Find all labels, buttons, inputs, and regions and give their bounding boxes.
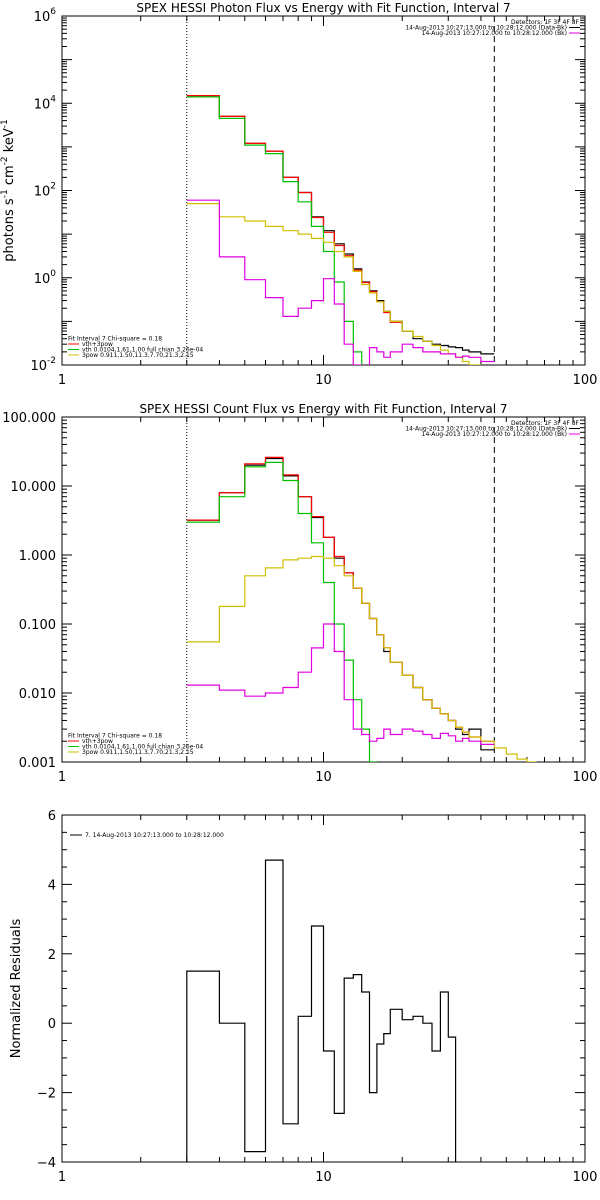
series-line-4 [186, 555, 537, 762]
y-tick-label: 104 [34, 94, 57, 112]
y-axis-label: Normalized Residuals [9, 919, 24, 1059]
x-tick-label: 10 [315, 1170, 332, 1185]
series-line-4 [186, 203, 482, 365]
plot-frame [61, 15, 586, 366]
legend-entry: Detectors: 1F 3F 4F 8F [511, 420, 580, 427]
x-tick-label: 1 [58, 770, 66, 785]
chart-title: SPEX HESSI Photon Flux vs Energy with Fi… [136, 1, 510, 15]
y-tick-label: 2 [48, 948, 56, 963]
y-tick-label: 0.001 [19, 756, 56, 771]
series-line-1 [186, 95, 495, 355]
x-tick-label: 100 [573, 373, 598, 388]
legend-entry: vth 0.0104,1.61,1.00 full chian 3.26e-04 [82, 347, 203, 354]
legend-entry: vth+3pow [82, 738, 113, 745]
x-tick-label: 1 [58, 1170, 66, 1185]
legend-entry: 14-Aug-2013 10:27:12.000 to 10:28:12.000… [422, 431, 567, 438]
y-tick-label: 0 [48, 1017, 56, 1032]
data-layer [186, 95, 495, 365]
data-layer [186, 456, 537, 762]
legend-entry: 14-Aug-2013 10:27:13.000 to 10:28:12.000… [405, 426, 567, 433]
legend-entry: Fit Interval 7 Chi-square = 0.18 [68, 336, 162, 343]
series-line-3 [186, 96, 363, 365]
series-line-1 [186, 859, 457, 1162]
y-tick-label: 100.000 [2, 411, 56, 426]
y-tick-label: 100 [34, 269, 57, 287]
series-line-5 [186, 199, 495, 365]
y-tick-label: −4 [37, 1156, 56, 1171]
y-axis-label: photons s-1 cm-2 keV-1 [0, 119, 17, 261]
legend-entry: vth+3pow [82, 341, 113, 348]
legend-entry: vth 0.0104,1.61,1.00 full chian 3.26e-04 [82, 744, 203, 751]
legend-entry: 3pow 0.911,1.50,11.3,7.70,21.3,2.15 [82, 749, 194, 756]
chart-panel-3: 1 10 100 −4 −2 0 2 4 6 Normalized Residuals 7. 14-… [9, 809, 597, 1185]
series-line-3 [186, 461, 378, 762]
y-tick-label: 10-2 [30, 356, 56, 374]
data-layer [186, 859, 457, 1162]
x-tick-label: 10 [315, 770, 332, 785]
y-tick-label: 1.000 [19, 549, 56, 564]
legend-entry: Detectors: 1F 3F 4F 8F [511, 19, 580, 26]
y-tick-label: 106 [34, 7, 57, 25]
legend-entry: Fit Interval 7 Chi-square = 0.18 [68, 733, 162, 740]
legend-entry: 14-Aug-2013 10:27:12.000 to 10:28:12.000… [422, 30, 567, 37]
x-tick-label: 100 [573, 1170, 598, 1185]
y-tick-label: 4 [48, 878, 56, 893]
series-line-5 [186, 623, 495, 745]
x-tick-label: 10 [315, 373, 332, 388]
y-tick-label: 10.000 [11, 480, 57, 495]
y-tick-label: 0.010 [19, 687, 56, 702]
y-tick-label: 6 [48, 809, 56, 824]
x-tick-label: 100 [573, 770, 598, 785]
chart-title: SPEX HESSI Count Flux vs Energy with Fit… [139, 402, 507, 416]
plot-frame [61, 416, 586, 763]
series-line-2 [186, 456, 495, 742]
series-line-1 [186, 457, 495, 751]
y-tick-label: 0.100 [19, 618, 56, 633]
legend-entry: 3pow 0.911,1.50,11.3,7.70,21.3,2.15 [82, 352, 194, 359]
legend-entry: 7. 14-Aug-2013 10:27:13.000 to 10:28:12.… [85, 832, 224, 839]
y-tick-label: 102 [34, 182, 56, 200]
x-tick-label: 1 [58, 373, 66, 388]
legend-entry: 14-Aug-2013 10:27:13.000 to 10:28:12.000… [405, 25, 567, 32]
chart-panel-1: 1 10 100 10-2 100 102 104 106 SPEX HESSI Photon … [0, 1, 597, 388]
y-tick-label: −2 [37, 1087, 56, 1102]
chart-panel-2: 1 10 100 0.001 0.010 0.100 1.000 10.000 100.000 S… [2, 402, 597, 785]
